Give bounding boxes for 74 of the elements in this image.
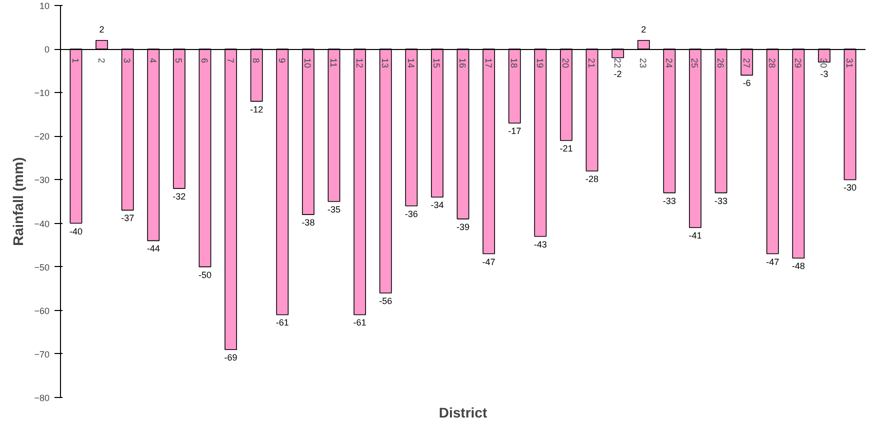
y-tick-label: −30	[34, 175, 50, 186]
data-label: -12	[250, 104, 264, 114]
y-tick-label: −70	[34, 349, 50, 360]
data-label: -43	[534, 239, 547, 250]
y-tick-label: 0	[44, 44, 50, 55]
x-tick-label: 9	[276, 58, 287, 64]
data-label: -32	[172, 191, 186, 202]
x-tick-label: 26	[716, 58, 726, 68]
x-tick-label: 17	[483, 58, 494, 68]
data-label: -61	[276, 318, 289, 328]
data-label: -38	[302, 218, 315, 228]
x-axis-title: District	[438, 404, 488, 420]
y-tick-label: −60	[34, 306, 50, 316]
data-label: -35	[327, 204, 341, 214]
y-tick-label: −50	[34, 262, 50, 272]
data-label: -34	[430, 200, 444, 210]
x-tick-label: 5	[174, 58, 184, 64]
x-tick-label: 8	[251, 58, 262, 64]
data-label: -48	[792, 261, 805, 272]
y-tick-label: −80	[34, 393, 50, 403]
data-label: 2	[99, 24, 104, 34]
x-tick-label: 20	[560, 58, 571, 68]
x-tick-label: 11	[328, 58, 338, 68]
y-axis-title: Rainfall (mm)	[10, 157, 26, 246]
x-tick-label: 31	[844, 58, 855, 68]
x-tick-label: 27	[741, 58, 752, 68]
y-tick-label: −10	[34, 88, 50, 98]
x-tick-label: 24	[664, 58, 674, 68]
data-label: -37	[121, 213, 134, 224]
x-tick-label: 25	[690, 58, 700, 68]
x-tick-label: 19	[534, 58, 545, 68]
data-label: -21	[560, 144, 573, 154]
data-label: -39	[456, 222, 470, 232]
x-tick-label: 7	[225, 58, 236, 64]
y-tick-label: −20	[34, 132, 50, 142]
y-tick-label: −40	[34, 218, 50, 229]
data-label: -36	[404, 208, 418, 219]
x-tick-label: 15	[432, 58, 442, 68]
x-tick-label: 6	[199, 58, 210, 64]
data-label: -2	[614, 68, 622, 79]
x-tick-label: 14	[406, 58, 416, 68]
y-tick-label: 10	[39, 1, 50, 11]
x-tick-label: 22	[612, 58, 622, 68]
x-tick-label: 1	[70, 58, 80, 64]
x-tick-label: 2	[96, 58, 106, 64]
data-label: 2	[641, 24, 646, 34]
x-tick-label: 21	[586, 58, 597, 68]
x-tick-label: 12	[354, 58, 364, 68]
data-label: -30	[844, 182, 857, 193]
data-label: -44	[146, 244, 160, 254]
x-tick-label: 4	[148, 58, 158, 64]
data-label: -69	[224, 352, 238, 363]
data-label: -61	[353, 318, 366, 328]
x-tick-label: 16	[458, 58, 468, 68]
data-label: -41	[688, 230, 702, 241]
x-tick-label: 10	[302, 58, 313, 68]
x-tick-label: 29	[792, 58, 803, 68]
data-label: -40	[69, 226, 82, 236]
x-tick-label: 23	[638, 58, 648, 68]
data-label: -47	[766, 256, 780, 267]
data-label: -47	[482, 256, 496, 267]
x-tick-label: 18	[509, 58, 520, 68]
x-tick-label: 3	[122, 58, 132, 64]
data-label: -50	[198, 270, 212, 280]
data-label: -17	[508, 126, 522, 136]
data-label: -56	[379, 296, 392, 306]
data-label: -28	[586, 174, 599, 184]
data-label: -33	[662, 196, 676, 206]
x-tick-label: 13	[380, 58, 390, 68]
data-label: -33	[714, 196, 728, 206]
data-label: -6	[742, 78, 751, 88]
x-tick-label: 30	[818, 58, 829, 68]
x-tick-label: 28	[767, 58, 778, 68]
data-label: -3	[820, 69, 828, 80]
